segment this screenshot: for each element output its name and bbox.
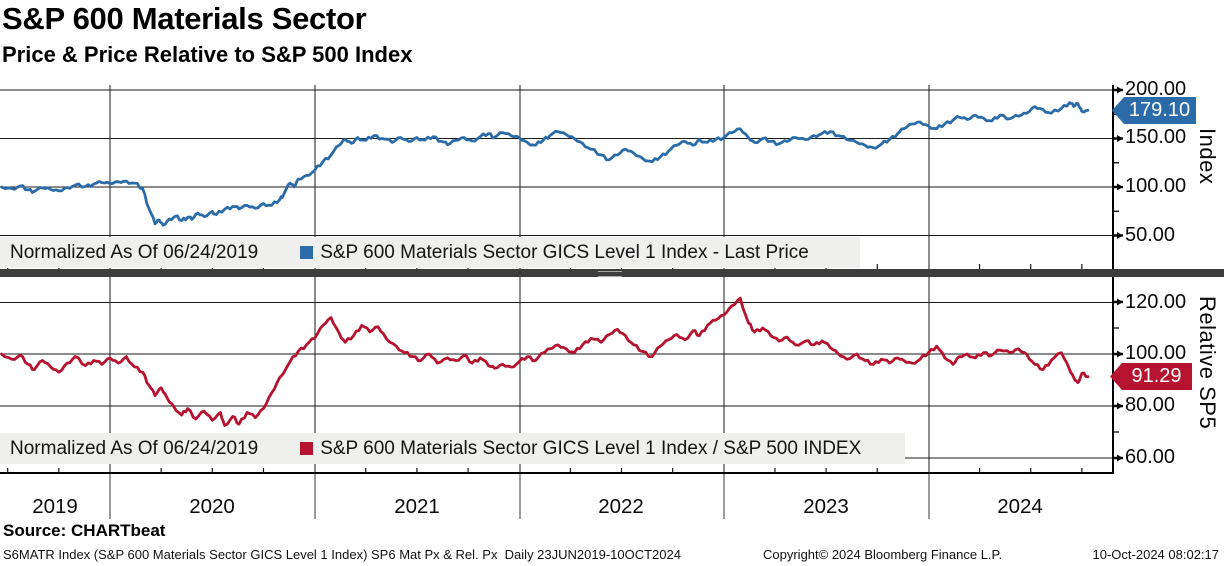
y-tick-label: 120.00 [1125,291,1187,313]
legend-bottom-panel[interactable]: Normalized As Of 06/24/2019 S&P 600 Mate… [0,433,905,464]
panel-divider[interactable] [0,269,1224,277]
normalized-as-of-label: Normalized As Of 06/24/2019 [10,241,259,263]
bottom-axis-title: Relative SP5 [1195,296,1220,430]
legend-swatch-red-icon [300,442,314,455]
axis-ticks [7,86,1123,473]
normalized-as-of-label: Normalized As Of 06/24/2019 [10,437,259,459]
gridlines [0,85,1113,473]
last-price-tag-relative[interactable]: 91.29 [1110,363,1192,390]
axis-lines [0,85,1114,474]
top-axis-title: Index [1195,128,1220,185]
source-label: Source: CHARTbeat [3,521,166,540]
divider-grip-icon[interactable] [598,270,622,277]
y-tick-label: 60.00 [1125,446,1176,468]
footer-security-description: S6MATR Index (S&P 600 Materials Sector G… [3,547,681,562]
x-tick-label-2019: 2019 [32,495,78,518]
chart-series [0,101,1090,427]
legend-swatch-blue-icon [300,246,314,259]
x-tick-label-2022: 2022 [598,495,644,518]
footer-copyright: Copyright© 2024 Bloomberg Finance L.P. [763,547,1003,562]
page-subtitle: Price & Price Relative to S&P 500 Index [2,42,413,67]
y-tick-label: 200.00 [1125,78,1187,100]
last-price-tag-index[interactable]: 179.10 [1112,97,1196,124]
y-tick-label: 50.00 [1125,224,1176,246]
x-tick-label-2024: 2024 [997,495,1043,518]
footer-timestamp: 10-Oct-2024 08:02:17 [1092,547,1219,562]
page-title: S&P 600 Materials Sector [2,1,367,36]
legend-top-panel[interactable]: Normalized As Of 06/24/2019 S&P 600 Mate… [0,237,860,268]
x-tick-label-2023: 2023 [803,495,849,518]
y-tick-label: 80.00 [1125,394,1176,416]
x-tick-label-2020: 2020 [189,495,235,518]
y-tick-label: 100.00 [1125,175,1187,197]
series-line-bottom [0,296,1090,427]
x-tick-label-2021: 2021 [394,495,440,518]
series-label-index: S&P 600 Materials Sector GICS Level 1 In… [320,241,809,263]
series-label-relative: S&P 600 Materials Sector GICS Level 1 In… [320,437,862,459]
series-line-top [0,101,1090,227]
y-tick-label: 100.00 [1125,342,1187,364]
x-label-separators [109,474,930,519]
y-tick-label: 150.00 [1125,126,1187,148]
